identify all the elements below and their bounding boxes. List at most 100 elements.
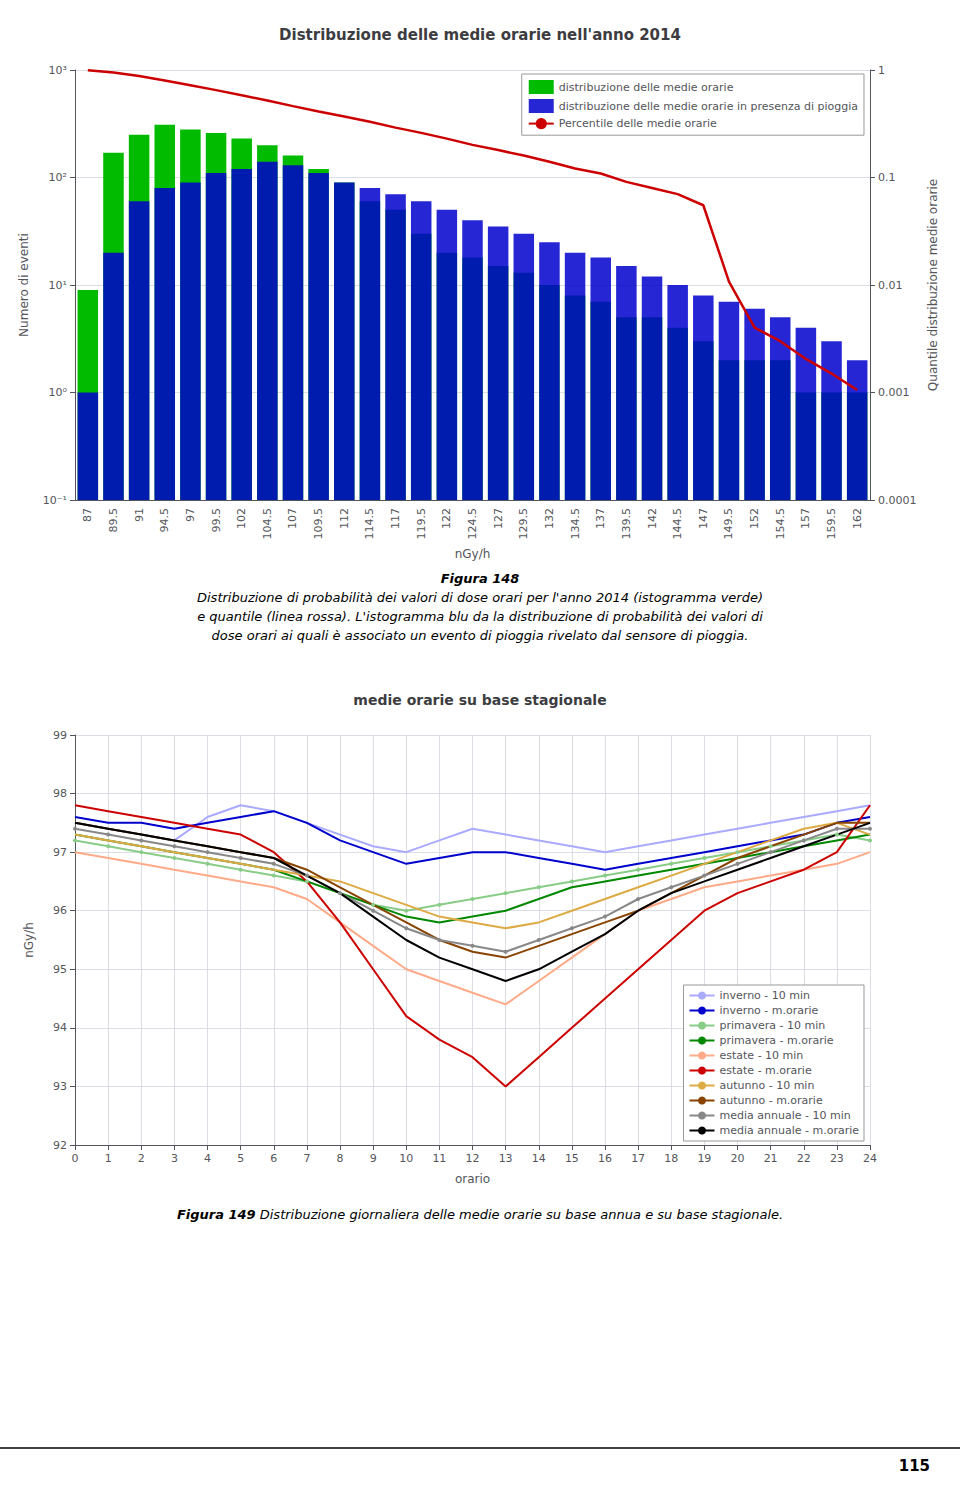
svg-text:autunno - 10 min: autunno - 10 min [720,1079,815,1092]
svg-text:13: 13 [499,1152,513,1165]
svg-text:96: 96 [53,904,67,917]
svg-text:estate - 10 min: estate - 10 min [720,1049,804,1062]
svg-text:104.5: 104.5 [261,508,274,540]
svg-text:Percentile delle medie orarie: Percentile delle medie orarie [559,117,717,130]
svg-text:87: 87 [81,508,94,522]
svg-text:media annuale - 10 min: media annuale - 10 min [720,1109,851,1122]
svg-text:inverno - m.orarie: inverno - m.orarie [720,1004,819,1017]
svg-text:119.5: 119.5 [415,508,428,540]
svg-text:10²: 10² [49,171,67,184]
svg-text:18: 18 [664,1152,678,1165]
svg-text:109.5: 109.5 [312,508,325,540]
svg-text:primavera - 10 min: primavera - 10 min [720,1019,826,1032]
svg-text:99: 99 [53,729,67,742]
svg-text:0.1: 0.1 [878,171,896,184]
svg-text:142: 142 [646,508,659,529]
svg-text:17: 17 [631,1152,645,1165]
svg-text:89.5: 89.5 [107,508,120,533]
svg-text:20: 20 [731,1152,745,1165]
svg-text:23: 23 [830,1152,844,1165]
svg-text:2: 2 [138,1152,145,1165]
svg-text:162: 162 [851,508,864,529]
svg-text:134.5: 134.5 [569,508,582,540]
svg-text:media annuale - m.orarie: media annuale - m.orarie [720,1124,860,1137]
svg-text:112: 112 [338,508,351,529]
svg-text:5: 5 [237,1152,244,1165]
svg-text:0.01: 0.01 [878,279,903,292]
svg-text:115: 115 [899,1457,930,1475]
svg-text:139.5: 139.5 [620,508,633,540]
svg-text:129.5: 129.5 [517,508,530,540]
svg-text:1: 1 [105,1152,112,1165]
svg-text:Figura 148: Figura 148 [441,571,520,586]
svg-text:Quantile distribuzione medie o: Quantile distribuzione medie orarie [926,179,940,391]
svg-text:91: 91 [133,508,146,522]
svg-text:10: 10 [399,1152,413,1165]
svg-text:114.5: 114.5 [363,508,376,540]
svg-text:24: 24 [863,1152,877,1165]
svg-text:97: 97 [53,846,67,859]
svg-text:107: 107 [286,508,299,529]
svg-text:149.5: 149.5 [722,508,735,540]
svg-text:10³: 10³ [49,64,67,77]
svg-text:8: 8 [337,1152,344,1165]
svg-text:137: 137 [594,508,607,529]
svg-text:99.5: 99.5 [210,508,223,533]
svg-text:94.5: 94.5 [158,508,171,533]
svg-text:6: 6 [270,1152,277,1165]
svg-text:117: 117 [389,508,402,529]
svg-text:1: 1 [878,64,885,77]
svg-text:152: 152 [748,508,761,529]
svg-text:medie orarie su base stagional: medie orarie su base stagionale [353,692,606,708]
svg-text:95: 95 [53,963,67,976]
svg-text:127: 127 [492,508,505,529]
svg-text:3: 3 [171,1152,178,1165]
svg-text:12: 12 [466,1152,480,1165]
svg-text:9: 9 [370,1152,377,1165]
svg-text:10⁰: 10⁰ [49,386,68,399]
svg-text:122: 122 [440,508,453,529]
svg-text:Numero di eventi: Numero di eventi [17,233,31,337]
svg-text:nGy/h: nGy/h [22,922,36,958]
svg-text:144.5: 144.5 [671,508,684,540]
svg-text:inverno - 10 min: inverno - 10 min [720,989,811,1002]
svg-text:94: 94 [53,1021,67,1034]
svg-text:16: 16 [598,1152,612,1165]
svg-text:Distribuzione giornaliera dell: Distribuzione giornaliera delle medie or… [256,1207,784,1222]
svg-text:Figura 149: Figura 149 [177,1207,256,1222]
svg-text:11: 11 [432,1152,446,1165]
svg-text:0: 0 [72,1152,79,1165]
svg-text:93: 93 [53,1080,67,1093]
svg-text:159.5: 159.5 [825,508,838,540]
svg-text:132: 132 [543,508,556,529]
svg-text:21: 21 [764,1152,778,1165]
svg-text:10¹: 10¹ [49,279,67,292]
svg-text:primavera - m.orarie: primavera - m.orarie [720,1034,834,1047]
svg-text:124.5: 124.5 [466,508,479,540]
svg-text:7: 7 [303,1152,310,1165]
svg-text:147: 147 [697,508,710,529]
svg-text:15: 15 [565,1152,579,1165]
svg-text:distribuzione delle medie orar: distribuzione delle medie orarie [559,81,734,94]
svg-text:10⁻¹: 10⁻¹ [43,494,67,507]
svg-text:orario: orario [455,1172,490,1186]
svg-text:102: 102 [235,508,248,529]
svg-text:157: 157 [799,508,812,529]
svg-text:4: 4 [204,1152,211,1165]
svg-text:14: 14 [532,1152,546,1165]
svg-text:e quantile (linea rossa). L'is: e quantile (linea rossa). L'istogramma b… [197,609,763,624]
svg-text:22: 22 [797,1152,811,1165]
svg-text:autunno - m.orarie: autunno - m.orarie [720,1094,823,1107]
svg-text:0.001: 0.001 [878,386,910,399]
svg-text:nGy/h: nGy/h [455,547,491,561]
svg-text:154.5: 154.5 [774,508,787,540]
svg-text:Distribuzione delle medie orar: Distribuzione delle medie orarie nell'an… [279,26,681,44]
svg-text:estate - m.orarie: estate - m.orarie [720,1064,812,1077]
svg-text:Distribuzione di probabilità d: Distribuzione di probabilità dei valori … [197,590,763,605]
svg-text:97: 97 [184,508,197,522]
svg-text:92: 92 [53,1139,67,1152]
svg-text:19: 19 [697,1152,711,1165]
svg-text:98: 98 [53,787,67,800]
svg-text:distribuzione delle medie orar: distribuzione delle medie orarie in pres… [559,100,858,113]
svg-text:0.0001: 0.0001 [878,494,917,507]
